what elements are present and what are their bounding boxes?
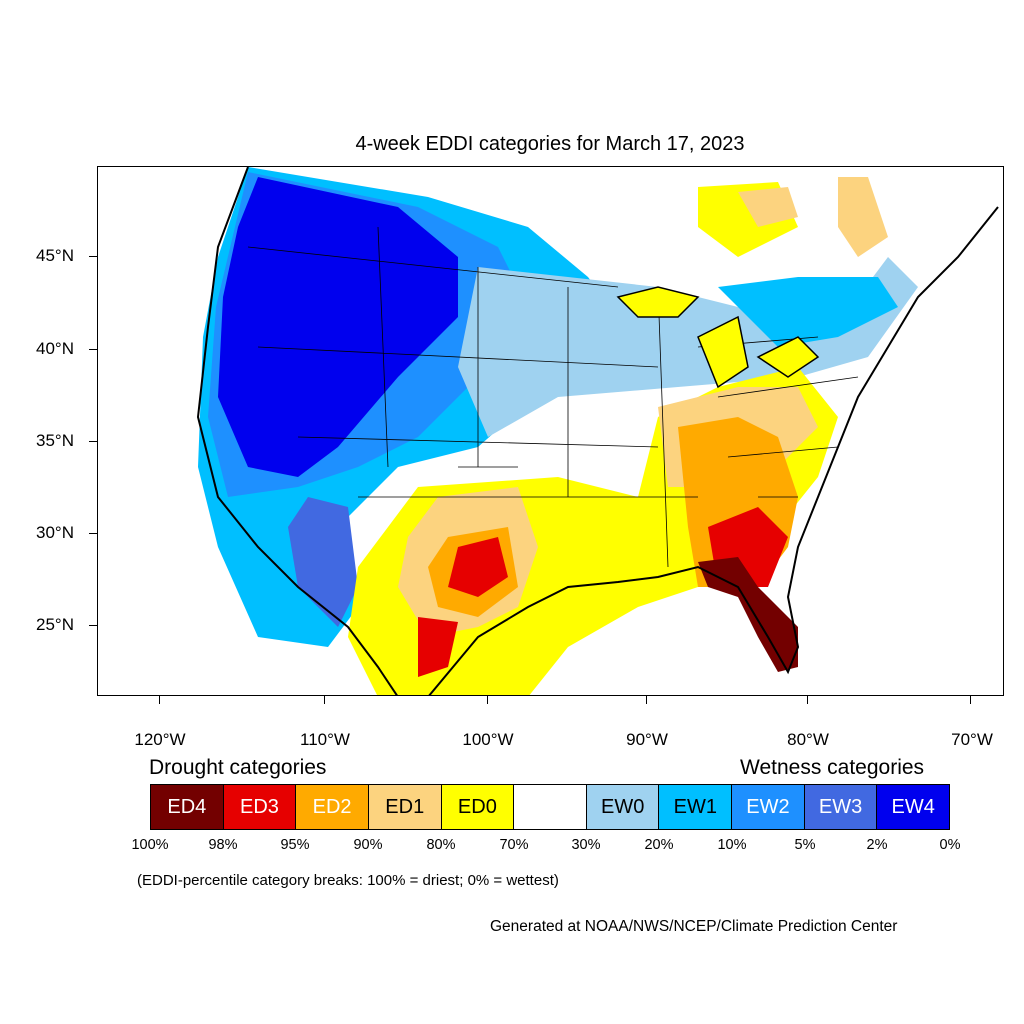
legend-swatch-ew4: EW4: [877, 785, 950, 829]
coastline: [196, 167, 999, 695]
drought-heading: Drought categories: [149, 756, 327, 779]
legend-swatch-ed0: ED0: [441, 785, 515, 829]
lat-label-40: 40°N: [36, 339, 74, 358]
swatch-label: ED2: [312, 795, 352, 818]
region-west-ew4: [218, 177, 458, 477]
break-label: 70%: [499, 837, 529, 853]
break-label: 10%: [717, 837, 747, 853]
legend-swatch-ew0: EW0: [586, 785, 660, 829]
credit-line: Generated at NOAA/NWS/NCEP/Climate Predi…: [490, 918, 898, 935]
region-northeast-ew1: [718, 277, 898, 347]
region-west-ew3: [288, 497, 358, 627]
lat-tick: [89, 625, 97, 626]
lat-label-30: 30°N: [36, 523, 74, 542]
lat-tick: [89, 441, 97, 442]
lon-tick: [970, 696, 971, 704]
break-label: 20%: [644, 837, 674, 853]
map-canvas: [196, 167, 999, 695]
wetness-heading: Wetness categories: [740, 756, 925, 779]
lon-tick: [487, 696, 488, 704]
break-label: 0%: [939, 837, 961, 853]
region-quebec-ed1: [738, 187, 798, 227]
swatch-label: EW0: [600, 795, 645, 818]
lat-label-25: 25°N: [36, 615, 74, 634]
lat-tick: [89, 256, 97, 257]
swatch-label: ED0: [457, 795, 497, 818]
swatch-label: ED3: [240, 795, 279, 818]
legend-swatch-ed2: ED2: [296, 785, 369, 829]
legend-swatch-ew3: EW3: [804, 785, 878, 829]
lon-label-80: 80°W: [787, 730, 829, 749]
swatch-label: ED4: [167, 795, 207, 818]
region-florida-ed4: [698, 557, 798, 672]
break-label: 80%: [426, 837, 456, 853]
break-label: 100%: [131, 837, 169, 853]
lat-label-45: 45°N: [36, 246, 74, 265]
lon-tick: [807, 696, 808, 704]
legend-swatch-ed1: ED1: [368, 785, 442, 829]
map-title: 4-week EDDI categories for March 17, 202…: [355, 133, 745, 155]
swatch-label: EW4: [891, 795, 935, 818]
swatch-label: ED1: [385, 795, 425, 818]
lon-tick: [324, 696, 325, 704]
lat-tick: [89, 533, 97, 534]
swatch-label: EW3: [818, 795, 863, 818]
legend-swatch-ed4: ED4: [151, 785, 224, 829]
legend-swatch-ew2: EW2: [732, 785, 805, 829]
break-label: 2%: [866, 837, 888, 853]
lon-label-100: 100°W: [462, 730, 514, 749]
lon-tick: [646, 696, 647, 704]
legend-swatch-ed3: ED3: [223, 785, 297, 829]
lat-tick: [89, 349, 97, 350]
lon-tick: [159, 696, 160, 704]
lat-label-35: 35°N: [36, 431, 74, 450]
lon-label-120: 120°W: [134, 730, 186, 749]
lon-label-70: 70°W: [951, 730, 993, 749]
legend-swatch-ew1: EW1: [659, 785, 733, 829]
legend-bar: ED4 ED3 ED2 ED1 ED0 EW0 EW1 EW2 EW3 EW4: [150, 784, 950, 830]
break-label: 90%: [353, 837, 383, 853]
region-texas-ed3: [448, 537, 508, 597]
category-note: (EDDI-percentile category breaks: 100% =…: [137, 872, 559, 889]
eddi-map: [97, 166, 1004, 696]
region-south-ed3: [418, 617, 458, 677]
great-lakes: [616, 286, 820, 389]
break-label: 5%: [794, 837, 816, 853]
state-borders: [247, 226, 859, 568]
swatch-label: EW2: [746, 795, 790, 818]
break-label: 98%: [208, 837, 238, 853]
break-label: 30%: [571, 837, 601, 853]
lon-label-110: 110°W: [300, 730, 350, 749]
legend-swatch-normal: [514, 785, 587, 829]
region-north-ew0: [458, 257, 918, 437]
break-label: 95%: [280, 837, 310, 853]
lon-label-90: 90°W: [626, 730, 668, 749]
region-east-ed1: [838, 177, 888, 257]
swatch-label: EW1: [673, 795, 717, 818]
